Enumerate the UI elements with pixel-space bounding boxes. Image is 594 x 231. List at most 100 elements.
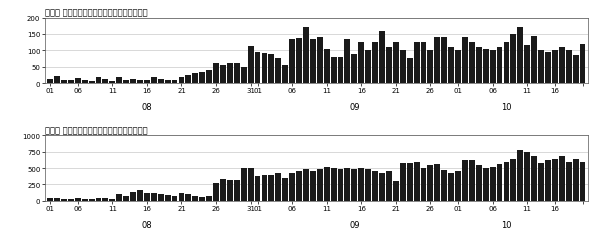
Bar [428,51,434,84]
Bar [352,54,357,84]
Bar [234,64,240,84]
Bar [179,193,184,201]
Bar [296,171,302,201]
Bar [476,48,482,84]
Bar [317,38,323,84]
Bar [89,199,94,201]
Bar [116,195,122,201]
Bar [144,81,150,84]
Bar [268,175,274,201]
Bar [428,165,434,201]
Bar [123,196,129,201]
Text: 08: 08 [141,220,152,229]
Bar [172,196,178,201]
Bar [476,165,482,201]
Bar [185,195,191,201]
Bar [489,51,495,84]
Bar [545,160,551,201]
Bar [559,157,565,201]
Text: （回） 火山性地震の日別回数（中岐西山腕）: （回） 火山性地震の日別回数（中岐西山腕） [45,9,147,18]
Bar [545,53,551,84]
Bar [331,58,337,84]
Bar [255,53,260,84]
Bar [580,45,586,84]
Bar [248,168,254,201]
Bar [68,80,74,84]
Bar [241,67,247,84]
Bar [192,74,198,84]
Bar [96,198,102,201]
Bar [276,174,281,201]
Bar [358,43,364,84]
Bar [213,64,219,84]
Bar [372,43,378,84]
Bar [552,159,558,201]
Bar [276,59,281,84]
Bar [82,199,87,201]
Bar [213,183,219,201]
Bar [109,82,115,84]
Bar [448,48,454,84]
Bar [234,180,240,201]
Bar [130,192,136,201]
Bar [303,169,309,201]
Bar [372,172,378,201]
Bar [504,43,510,84]
Bar [82,81,87,84]
Bar [102,80,108,84]
Bar [261,175,267,201]
Text: 10: 10 [501,103,511,112]
Bar [538,163,544,201]
Bar [580,162,586,201]
Bar [469,43,475,84]
Bar [421,168,426,201]
Text: 09: 09 [349,220,359,229]
Bar [109,199,115,201]
Bar [455,51,461,84]
Bar [255,176,260,201]
Bar [469,161,475,201]
Bar [324,168,330,201]
Bar [241,168,247,201]
Bar [165,195,170,201]
Bar [268,54,274,84]
Bar [455,172,461,201]
Bar [303,28,309,84]
Bar [179,78,184,84]
Bar [407,59,413,84]
Bar [483,168,489,201]
Bar [289,40,295,84]
Bar [517,28,523,84]
Bar [337,58,343,84]
Bar [441,170,447,201]
Bar [220,66,226,84]
Bar [358,168,364,201]
Text: 09: 09 [349,103,359,112]
Bar [345,40,350,84]
Bar [400,163,406,201]
Bar [47,80,53,84]
Bar [248,47,254,84]
Bar [552,51,558,84]
Text: （回） 孤立型微動の日別回数（中岐西山腕）: （回） 孤立型微動の日別回数（中岐西山腕） [45,126,147,135]
Bar [573,56,579,84]
Bar [54,76,60,84]
Bar [413,43,419,84]
Bar [337,169,343,201]
Bar [61,199,67,201]
Bar [386,172,392,201]
Bar [116,78,122,84]
Bar [497,164,503,201]
Bar [158,195,164,201]
Bar [185,76,191,84]
Bar [565,51,571,84]
Bar [386,48,392,84]
Bar [441,38,447,84]
Bar [137,80,143,84]
Bar [448,173,454,201]
Bar [324,49,330,84]
Bar [206,71,212,84]
Bar [261,54,267,84]
Bar [531,36,537,84]
Bar [172,80,178,84]
